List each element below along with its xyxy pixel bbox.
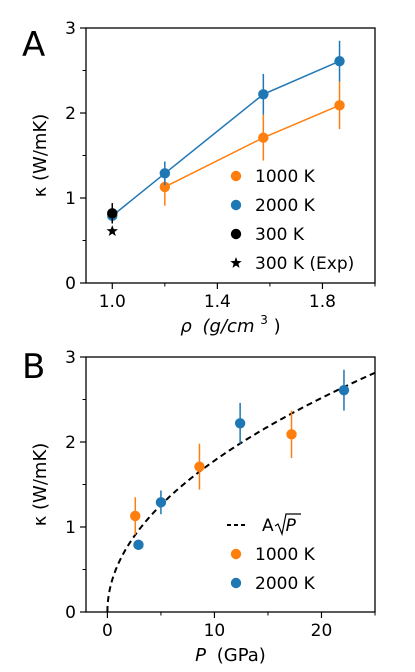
- data-point-1000-k: [286, 429, 297, 440]
- legend-label-2000-k: 2000 K: [255, 574, 316, 594]
- panel-a-frame: [85, 27, 376, 284]
- a-y-tick-label: 1: [65, 189, 76, 209]
- b-x-tick-label: 20: [311, 621, 333, 641]
- data-point-300-k-exp: [106, 225, 118, 236]
- b-y-tick-label: 1: [65, 518, 76, 538]
- legend-marker-1000-k: [230, 548, 242, 560]
- a-x-tick-label: 1.0: [99, 292, 126, 312]
- data-point-1000-k: [159, 181, 171, 193]
- data-point-1000-k: [194, 461, 205, 472]
- data-point-1000-k: [130, 510, 141, 522]
- panel-a-x-axis-sup: 3: [260, 313, 268, 327]
- sqrt-icon: [274, 513, 301, 537]
- legend-label-300-k: 300 K: [255, 225, 305, 245]
- legend-marker-300-k: [230, 228, 242, 240]
- legend-marker-1000-k: [230, 170, 242, 182]
- panel-a-x-axis-close: ): [274, 316, 281, 337]
- data-point-1000-k: [258, 132, 269, 143]
- panel-b-label: B: [22, 347, 45, 387]
- b-y-tick-label: 0: [65, 603, 76, 623]
- legend-label-1000-k: 1000 K: [255, 545, 316, 565]
- a-y-tick-label: 3: [65, 19, 76, 39]
- b-x-tick-label: 10: [204, 621, 226, 641]
- legend-marker-2000-k: [230, 577, 242, 589]
- panel-a-x-axis-label: ρ (g/cm 3 ): [180, 308, 280, 337]
- data-point-2000-k: [133, 539, 144, 551]
- data-point-2000-k: [338, 384, 350, 396]
- a-x-tick-label: 1.4: [204, 292, 231, 312]
- data-point-1000-k: [334, 100, 345, 111]
- panel-a-y-axis-label: κ (W/mK): [30, 114, 51, 198]
- legend-label-300-k-exp: 300 K (Exp): [255, 254, 354, 274]
- panel-b-legend: A P 1000 K 2000 K: [227, 513, 316, 594]
- data-point-300-k: [107, 208, 118, 219]
- data-point-2000-k: [258, 89, 269, 100]
- data-point-2000-k: [159, 168, 171, 179]
- data-point-2000-k: [234, 418, 246, 429]
- panel-b-fit-curve: [106, 371, 376, 612]
- legend-label-1000-k: 1000 K: [255, 167, 316, 187]
- panel-b-y-axis-label: κ (W/mK): [30, 443, 51, 527]
- legend-label-fit-coefficient: A: [262, 516, 274, 536]
- data-point-2000-k: [155, 497, 167, 508]
- panel-a: A 1.0 1.4 1.8 0 1 2 3 κ (W/mK) ρ (g/cm 3 ) 100…: [22, 19, 376, 337]
- b-x-tick-label: 0: [102, 621, 113, 641]
- b-y-tick-label: 2: [65, 433, 76, 453]
- panel-a-label: A: [22, 25, 45, 65]
- legend-label-2000-k: 2000 K: [255, 196, 316, 216]
- a-x-tick-label: 1.8: [309, 292, 336, 312]
- b-y-tick-label: 3: [65, 348, 76, 368]
- panel-b-x-axis-symbol: P: [195, 645, 206, 666]
- series-line-2000-k: [111, 60, 340, 217]
- panel-a-legend: 1000 K 2000 K 300 K 300 K (Exp): [230, 167, 354, 274]
- panel-b-x-axis-label: P (GPa): [195, 645, 266, 666]
- a-y-tick-label: 0: [65, 274, 76, 294]
- legend-marker-2000-k: [230, 199, 242, 211]
- a-y-tick-label: 2: [65, 104, 76, 124]
- panel-b-x-axis-unit: (GPa): [217, 645, 266, 666]
- panel-a-x-axis-symbol: ρ: [180, 316, 192, 337]
- legend-marker-300-k-exp: [230, 257, 242, 268]
- panel-b-frame: [85, 356, 376, 613]
- legend-label-fit-variable: P: [286, 516, 297, 536]
- data-point-2000-k: [334, 55, 345, 67]
- panel-a-x-axis-unit: (g/cm: [203, 316, 255, 337]
